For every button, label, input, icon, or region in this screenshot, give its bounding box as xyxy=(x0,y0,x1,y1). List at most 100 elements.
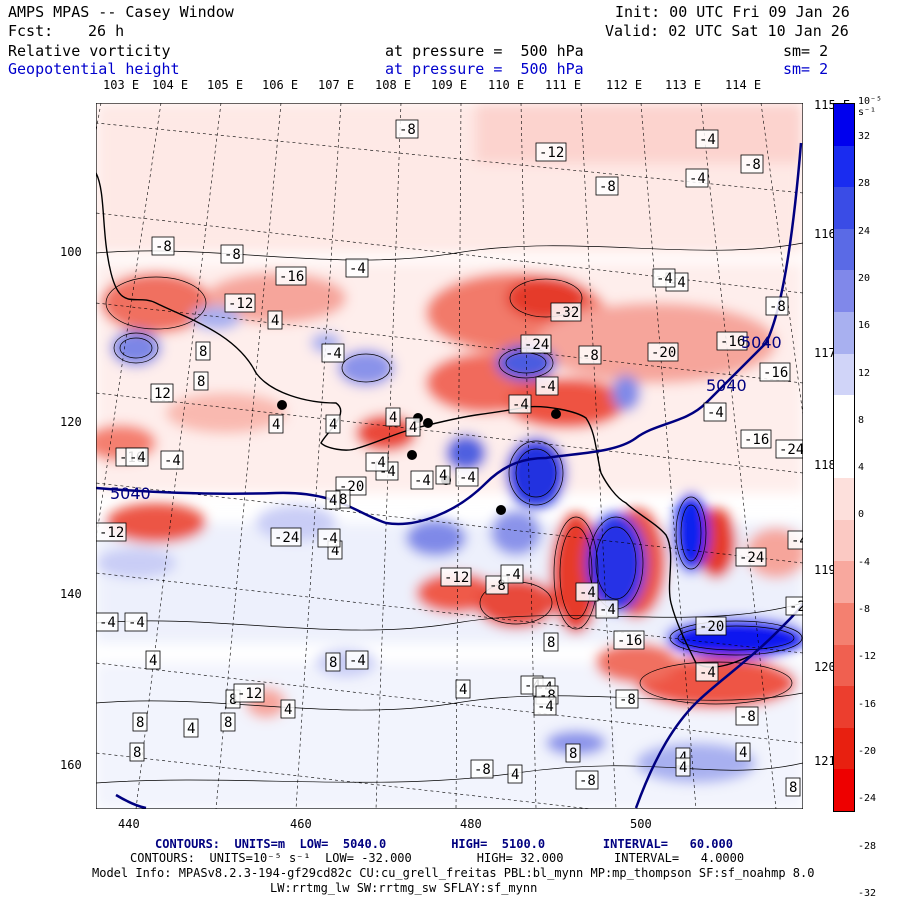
svg-text:-4: -4 xyxy=(791,533,803,549)
footer-height-contours: CONTOURS: UNITS=m LOW= 5040.0 HIGH= 5100… xyxy=(155,837,733,851)
svg-text:-24: -24 xyxy=(779,442,803,458)
top-lon-label: 112 E xyxy=(606,78,643,92)
svg-text:-4: -4 xyxy=(325,346,342,362)
height-contour-label: 5040 xyxy=(741,333,782,352)
top-lon-label: 103 E xyxy=(103,78,140,92)
top-lon-label: 111 E xyxy=(545,78,582,92)
vorticity-contour-label: -8 xyxy=(595,176,619,196)
top-lon-label: 109 E xyxy=(431,78,468,92)
vorticity-contour-label: 8 xyxy=(565,743,581,763)
x-tick-label: 440 xyxy=(118,817,140,831)
vorticity-contour-label: -4 xyxy=(685,168,709,188)
svg-text:-4: -4 xyxy=(579,585,596,601)
top-lon-label: 114 E xyxy=(725,78,762,92)
colorbar-tick-label: 24 xyxy=(858,225,871,237)
colorbar-segment xyxy=(834,395,854,438)
top-lon-label: 110 E xyxy=(488,78,525,92)
svg-text:4: 4 xyxy=(459,682,467,698)
svg-text:-12: -12 xyxy=(444,570,469,586)
svg-text:-32: -32 xyxy=(554,305,579,321)
footer-vorticity-contours: CONTOURS: UNITS=10⁻⁵ s⁻¹ LOW= -32.000 HI… xyxy=(130,851,745,865)
svg-text:4: 4 xyxy=(439,468,447,484)
vorticity-contour-label: -4 xyxy=(365,452,389,472)
svg-text:-4: -4 xyxy=(699,665,716,681)
svg-text:4: 4 xyxy=(329,493,337,509)
svg-text:-8: -8 xyxy=(599,179,616,195)
height-contour-labels: 5040 5040 5040 xyxy=(110,333,782,503)
colorbar-tick-label: 8 xyxy=(858,414,865,426)
vorticity-contour-label: 4 xyxy=(268,414,284,434)
height-contour-5040-east xyxy=(634,602,803,809)
svg-text:-12: -12 xyxy=(99,525,124,541)
vorticity-contour-label: -20 xyxy=(695,616,727,636)
colorbar-segment xyxy=(834,353,854,396)
svg-text:-24: -24 xyxy=(274,530,299,546)
vorticity-contour-label: -4 xyxy=(410,470,434,490)
svg-text:-28: -28 xyxy=(789,599,803,615)
svg-text:-4: -4 xyxy=(414,473,431,489)
svg-text:4: 4 xyxy=(284,702,292,718)
colorbar-tick-label: 0 xyxy=(858,509,865,521)
coastline xyxy=(96,172,757,668)
vorticity-contour-label: -4 xyxy=(96,612,119,632)
vorticity-map: -8 -12 -4 -8 -8 -4 -16 -8 -12 -4 -32 -8 -16 -24 -20 -16… xyxy=(96,103,803,809)
svg-text:-12: -12 xyxy=(237,686,262,702)
product-title: AMPS MPAS -- Casey Window xyxy=(8,3,234,21)
forecast-hour: 26 h xyxy=(88,22,125,40)
svg-text:-12: -12 xyxy=(539,145,564,161)
vorticity-contour-label: -4 xyxy=(533,696,557,716)
valid-time: Valid: 02 UTC Sat 10 Jan 26 xyxy=(605,22,849,40)
vorticity-contour-label: -8 xyxy=(740,154,764,174)
vorticity-contour-label: -4 xyxy=(595,599,619,619)
vorticity-contour-label: -12 xyxy=(224,293,256,313)
svg-text:-4: -4 xyxy=(707,405,724,421)
vorticity-contour-label: -8 xyxy=(470,759,494,779)
svg-text:4: 4 xyxy=(272,417,280,433)
vorticity-contour-label: 4 xyxy=(267,310,283,330)
vorticity-contour-label: 4 xyxy=(183,718,199,738)
vorticity-contour-label: -4 xyxy=(124,612,148,632)
vorticity-contour-label: -8 xyxy=(615,689,639,709)
vorticity-contour-label: -12 xyxy=(233,683,265,703)
svg-text:-8: -8 xyxy=(155,239,172,255)
vorticity-contour-label: -12 xyxy=(440,567,472,587)
colorbar-tick-label: -12 xyxy=(858,651,877,663)
svg-text:-16: -16 xyxy=(720,334,745,350)
field1-smoothing: sm= 2 xyxy=(783,42,829,60)
vorticity-contour-label: -16 xyxy=(716,331,748,351)
footer-model-info-2: LW:rrtmg_lw SW:rrtmg_sw SFLAY:sf_mynn xyxy=(270,881,538,895)
footer-model-info: Model Info: MPASv8.2.3-194-gf29cd82c CU:… xyxy=(92,866,815,880)
vorticity-contour-label: -4 xyxy=(535,376,559,396)
colorbar-segment xyxy=(834,519,854,562)
forecast-label: Fcst: xyxy=(8,22,54,40)
vorticity-contour-label: 4 xyxy=(385,407,401,427)
colorbar-segment xyxy=(834,228,854,271)
vorticity-contour-label: 8 xyxy=(129,742,145,762)
svg-text:-12: -12 xyxy=(228,296,253,312)
svg-text:4: 4 xyxy=(271,313,279,329)
svg-text:4: 4 xyxy=(331,543,339,559)
vorticity-contour-label: 8 xyxy=(325,652,341,672)
colorbar-segment xyxy=(834,727,854,770)
vorticity-contour-label: -4 xyxy=(695,662,719,682)
vorticity-contour-label: 4 xyxy=(735,742,751,762)
vorticity-contour-label: -4 xyxy=(508,394,532,414)
svg-text:-4: -4 xyxy=(656,271,673,287)
svg-text:-4: -4 xyxy=(349,261,366,277)
svg-text:-16: -16 xyxy=(617,633,642,649)
svg-text:-20: -20 xyxy=(699,619,724,635)
svg-text:-4: -4 xyxy=(349,653,366,669)
svg-text:12: 12 xyxy=(154,386,171,402)
colorbar-tick-label: 32 xyxy=(858,131,871,142)
vorticity-contour-label: -16 xyxy=(759,362,791,382)
vorticity-contour-label: -4 xyxy=(695,129,719,149)
colorbar-tick-label: -28 xyxy=(858,840,877,852)
colorbar-tick-label: -4 xyxy=(858,556,871,568)
colorbar-tick-label: -20 xyxy=(858,745,877,757)
svg-text:8: 8 xyxy=(569,746,577,762)
vorticity-contour-label: -12 xyxy=(535,142,567,162)
colorbar-segment xyxy=(834,270,854,313)
colorbar-tick-label: -16 xyxy=(858,698,877,710)
vorticity-contour-label: 8 xyxy=(543,632,559,652)
vorticity-contour-label: -4 xyxy=(575,582,599,602)
